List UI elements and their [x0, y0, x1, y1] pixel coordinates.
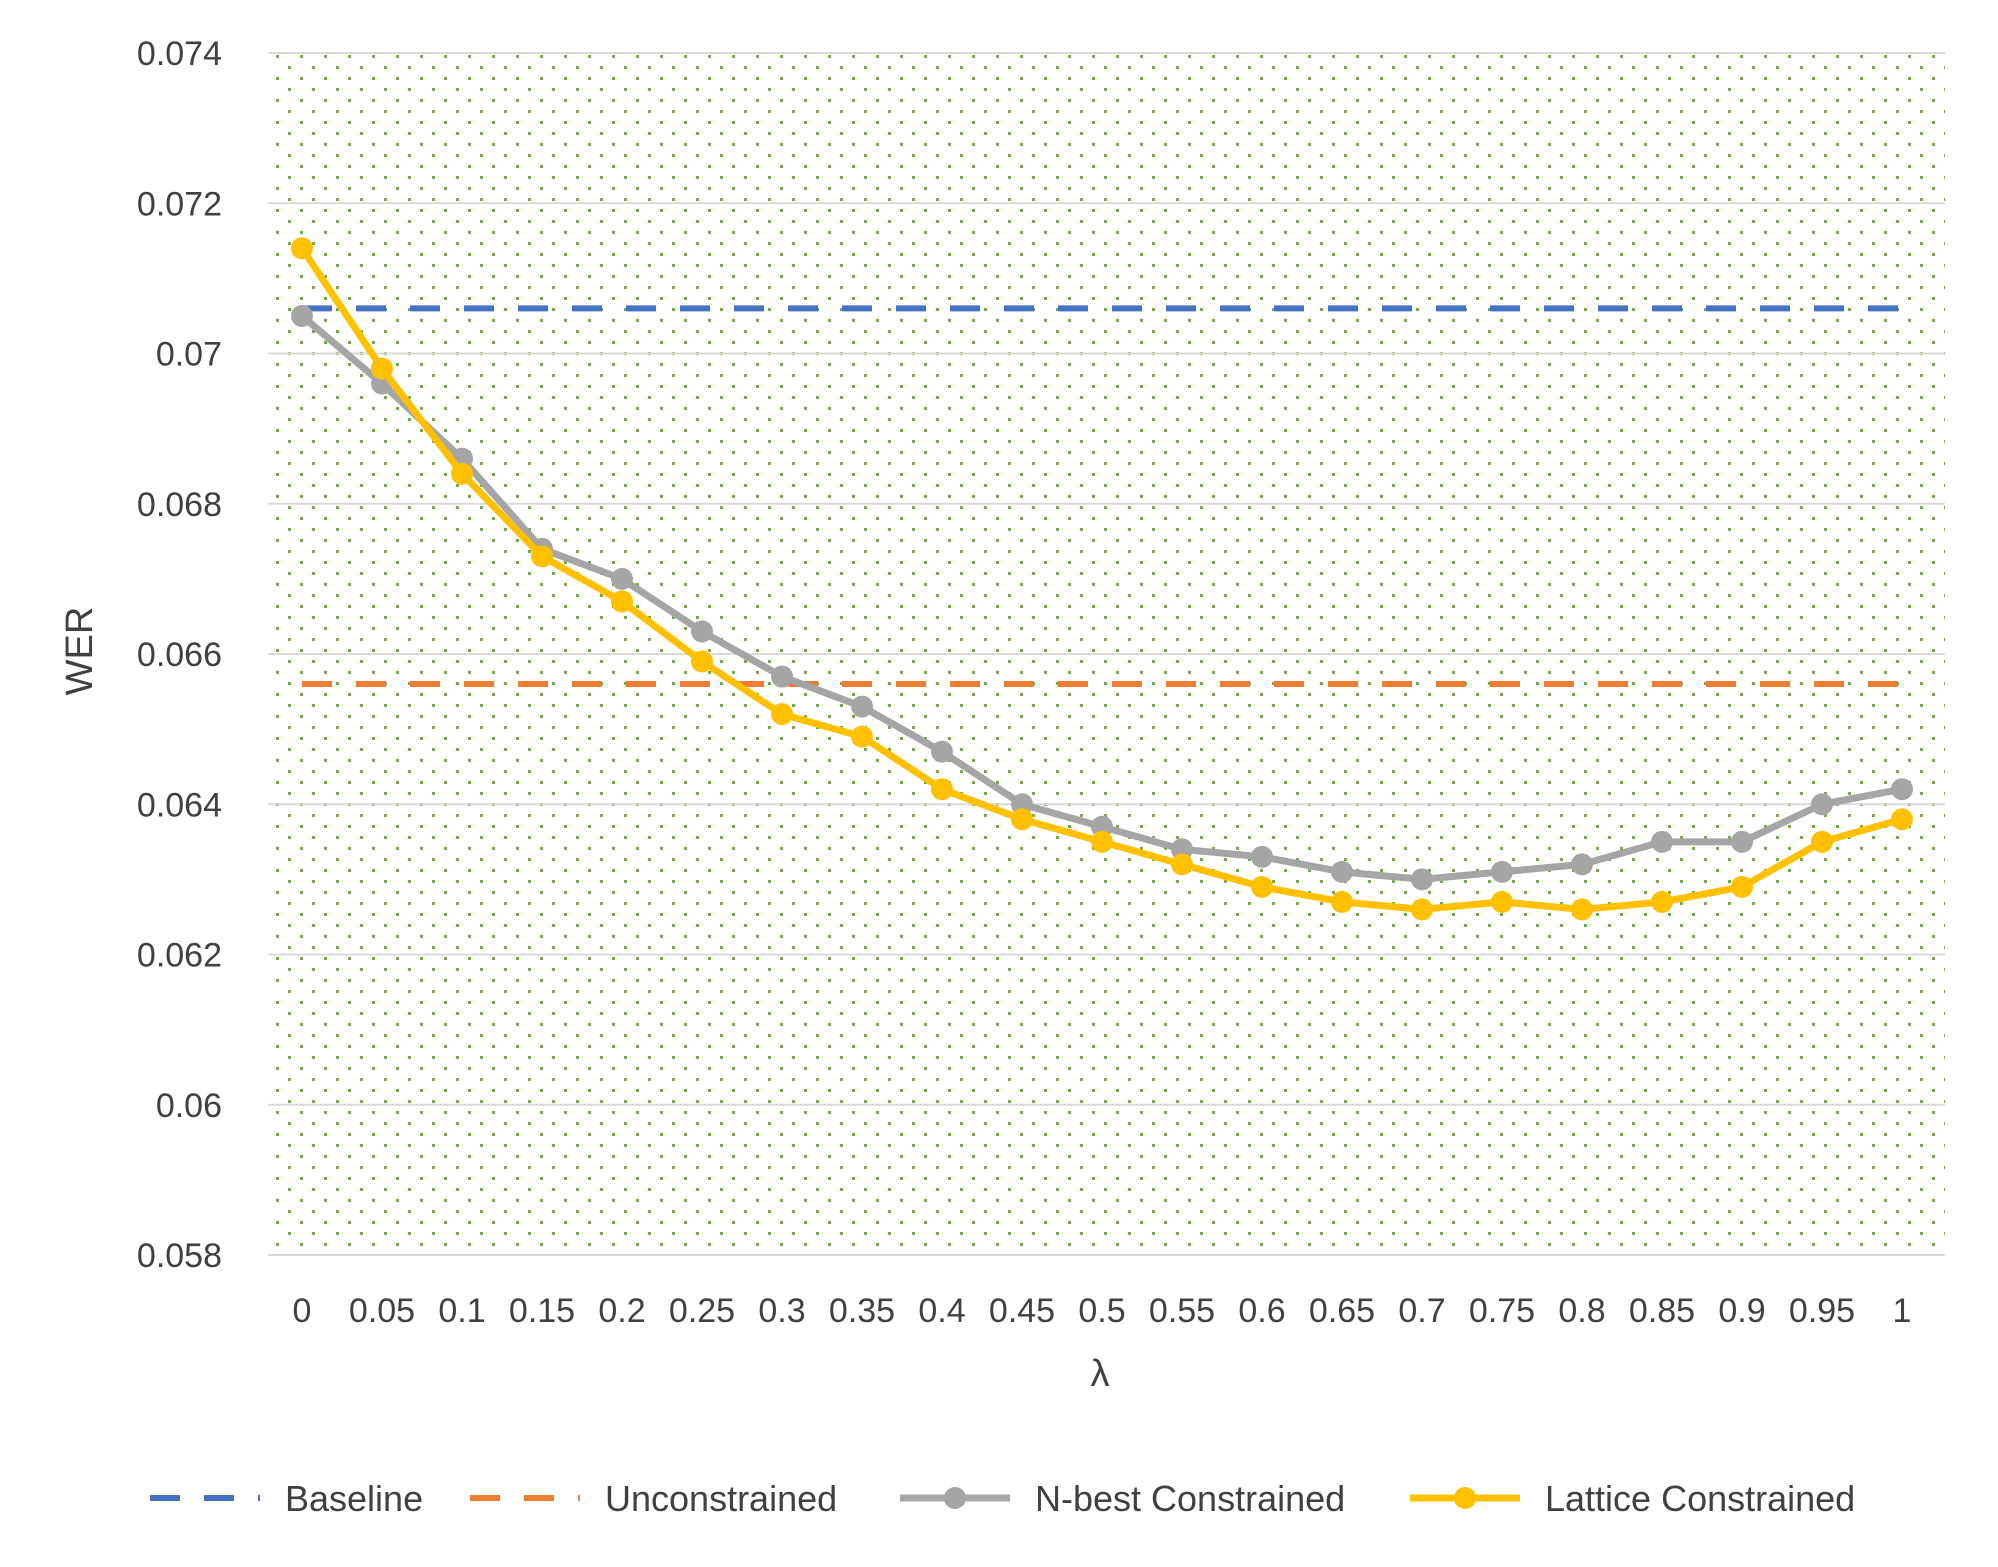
x-tick-label: 0.5	[1078, 1292, 1125, 1330]
n-best-constrained-point	[1571, 853, 1593, 876]
lattice-constrained-point	[1811, 830, 1833, 853]
y-tick-label: 0.06	[156, 1087, 222, 1125]
x-tick-label: 0.95	[1789, 1292, 1855, 1330]
gridlines	[268, 52, 1945, 1256]
n-best-constrained-point	[851, 695, 873, 718]
x-tick-label: 0.45	[989, 1292, 1055, 1330]
legend-marker-lattice-constrained	[1454, 1487, 1476, 1509]
lattice-constrained-point	[1251, 875, 1273, 898]
x-tick-label: 0.65	[1309, 1292, 1375, 1330]
y-tick-label: 0.068	[137, 486, 222, 524]
legend-label-n-best-constrained: N-best Constrained	[1035, 1478, 1345, 1519]
legend-label-lattice-constrained: Lattice Constrained	[1545, 1478, 1855, 1519]
n-best-constrained-point	[291, 304, 313, 327]
legend-label-baseline: Baseline	[285, 1478, 423, 1519]
lattice-constrained-point	[1651, 890, 1673, 913]
y-tick-label: 0.066	[137, 636, 222, 674]
x-tick-label: 0.6	[1238, 1292, 1285, 1330]
x-tick-label: 0.85	[1629, 1292, 1695, 1330]
y-tick-label: 0.058	[137, 1237, 222, 1275]
lattice-constrained-point	[1571, 898, 1593, 921]
lattice-constrained-point	[1731, 875, 1753, 898]
x-tick-label: 0.7	[1398, 1292, 1445, 1330]
x-tick-label: 0.8	[1558, 1292, 1605, 1330]
x-tick-label: 0.25	[669, 1292, 735, 1330]
n-best-constrained-point	[1651, 830, 1673, 853]
y-tick-label: 0.064	[137, 786, 222, 824]
lattice-constrained-point	[1171, 853, 1193, 876]
x-tick-label: 0.4	[918, 1292, 965, 1330]
y-axis-title: WER	[59, 607, 101, 696]
series-layer	[291, 237, 1913, 921]
y-tick-label: 0.062	[137, 937, 222, 975]
x-axis-title: λ	[1091, 1353, 1110, 1395]
lattice-constrained-point	[451, 462, 473, 485]
x-tick-label: 0.05	[349, 1292, 415, 1330]
lattice-constrained-point	[771, 703, 793, 726]
lattice-constrained-point	[691, 650, 713, 673]
n-best-constrained-point	[1891, 778, 1913, 801]
lattice-constrained-point	[1331, 890, 1353, 913]
lattice-constrained-point	[1091, 830, 1113, 853]
n-best-constrained-point	[1331, 860, 1353, 883]
lattice-constrained-point	[371, 357, 393, 380]
x-tick-label: 0.35	[829, 1292, 895, 1330]
x-tick-label: 0.9	[1718, 1292, 1765, 1330]
legend-label-unconstrained: Unconstrained	[605, 1478, 837, 1519]
n-best-constrained-point	[1411, 868, 1433, 891]
n-best-constrained-point	[611, 567, 633, 590]
x-tick-label: 0.15	[509, 1292, 575, 1330]
x-tick-label: 0.3	[758, 1292, 805, 1330]
lattice-constrained-point	[531, 545, 553, 568]
lattice-constrained-point	[1011, 808, 1033, 831]
x-tick-label: 0.1	[438, 1292, 485, 1330]
legend: Baseline Unconstrained N-best Constrained L…	[150, 1478, 1855, 1519]
x-tick-label: 0.55	[1149, 1292, 1215, 1330]
y-axis-ticks: 0.058 0.06 0.062 0.064 0.066 0.068 0.07 0.072 0.…	[137, 35, 222, 1275]
lattice-constrained-point	[931, 778, 953, 801]
n-best-constrained-point	[1251, 845, 1273, 868]
n-best-constrained-point	[691, 620, 713, 643]
legend-marker-n-best-constrained	[944, 1487, 966, 1509]
x-tick-label: 0	[293, 1292, 312, 1330]
x-axis-ticks: 0 0.05 0.1 0.15 0.2 0.25 0.3 0.35 0.4 0.45 0.5 0.55…	[293, 1292, 1912, 1330]
x-tick-label: 0.2	[598, 1292, 645, 1330]
y-tick-label: 0.072	[137, 185, 222, 223]
x-tick-label: 1	[1893, 1292, 1912, 1330]
y-tick-label: 0.07	[156, 336, 222, 374]
y-tick-label: 0.074	[137, 35, 222, 73]
lattice-constrained-point	[851, 725, 873, 748]
n-best-constrained-point	[1731, 830, 1753, 853]
n-best-constrained-point	[1811, 793, 1833, 816]
n-best-constrained-point	[771, 665, 793, 688]
n-best-constrained-point	[1491, 860, 1513, 883]
x-tick-label: 0.75	[1469, 1292, 1535, 1330]
lattice-constrained-point	[1891, 808, 1913, 831]
lattice-constrained-point	[1491, 890, 1513, 913]
lattice-constrained-point	[611, 590, 633, 613]
lattice-constrained-point	[1411, 898, 1433, 921]
lattice-constrained-point	[291, 237, 313, 260]
n-best-constrained-point	[931, 740, 953, 763]
